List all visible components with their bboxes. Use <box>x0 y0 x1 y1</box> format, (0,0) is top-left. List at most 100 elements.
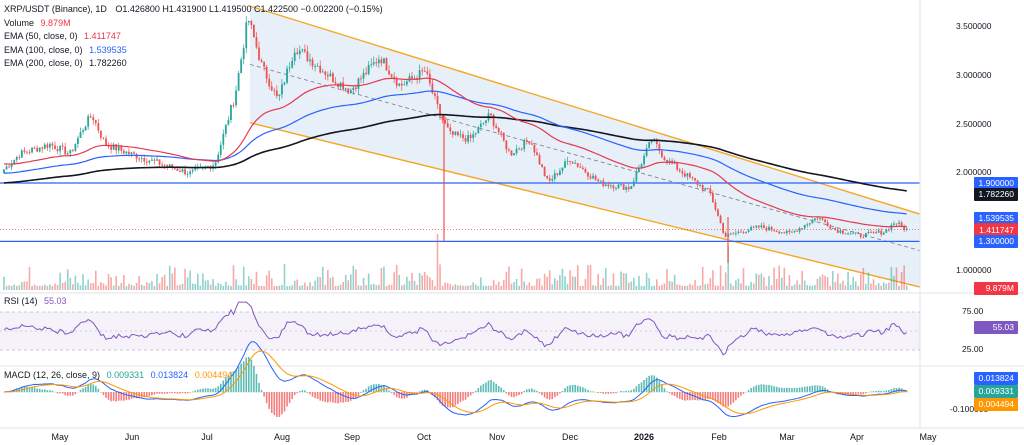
candle-body <box>566 160 569 162</box>
macd-histogram-bar <box>571 384 574 393</box>
macd-legend[interactable]: MACD (12, 26, close, 9) 0.009331 0.01382… <box>4 370 232 380</box>
macd-histogram-bar <box>421 390 423 393</box>
candle-body <box>699 185 702 186</box>
volume-bar <box>559 275 561 290</box>
macd-histogram-bar <box>110 392 112 402</box>
candle-body <box>607 184 610 187</box>
volume-bar <box>620 271 622 290</box>
volume-bar <box>372 283 375 290</box>
macd-histogram-bar <box>372 384 375 393</box>
price-tag[interactable]: 1.411747 <box>974 224 1018 237</box>
macd-histogram-bar <box>505 392 508 394</box>
candle-body <box>168 164 171 167</box>
macd-histogram-bar <box>564 388 566 393</box>
macd-histogram-bar <box>676 392 678 398</box>
candle-body <box>492 115 495 126</box>
candle-body <box>829 226 832 229</box>
price-tag[interactable]: 1.300000 <box>974 234 1018 248</box>
price-tag[interactable]: 1.900000 <box>974 176 1018 190</box>
macd-histogram-bar <box>120 392 123 401</box>
volume-bar <box>788 275 791 290</box>
macd-histogram-bar <box>370 385 372 393</box>
volume-bar <box>648 277 650 290</box>
macd-histogram-bar <box>464 392 467 400</box>
candle-body <box>500 132 503 133</box>
volume-bar <box>622 273 625 290</box>
volume-bar <box>296 279 299 290</box>
macd-histogram-bar <box>314 392 316 399</box>
candle-body <box>61 145 64 147</box>
rsi-legend[interactable]: RSI (14) 55.03 <box>4 296 67 306</box>
time-axis-label: May <box>51 432 69 442</box>
candle-body <box>319 65 322 73</box>
candle-body <box>135 154 138 159</box>
time-axis-label: Feb <box>711 432 727 442</box>
candle-body <box>377 59 380 64</box>
macd-histogram-bar <box>393 392 395 395</box>
candle-body <box>683 173 686 177</box>
candle-body <box>360 78 362 80</box>
price-tag[interactable]: 9.879M <box>974 281 1018 295</box>
macd-histogram-bar <box>441 392 444 406</box>
macd-histogram-bar <box>890 389 893 393</box>
candle-body <box>71 149 74 151</box>
time-axis-label: May <box>919 432 937 442</box>
price-tag[interactable]: 1.782260 <box>974 187 1018 201</box>
macd-histogram-bar <box>28 387 31 393</box>
macd-histogram-bar <box>133 392 135 399</box>
candle-body <box>219 144 222 155</box>
candle-body <box>632 181 635 187</box>
candle-body <box>722 223 724 233</box>
volume-bar <box>74 275 77 290</box>
candle-body <box>242 48 245 60</box>
candle-body <box>530 143 533 145</box>
macd-histogram-bar <box>321 392 324 402</box>
macd-histogram-bar <box>209 388 212 393</box>
candle-body <box>148 160 151 163</box>
legend-ema50-row[interactable]: EMA (50, close, 0) 1.411747 <box>4 30 383 44</box>
candle-body <box>431 83 434 94</box>
candle-body <box>732 233 735 235</box>
volume-bar <box>230 285 232 290</box>
macd-histogram-bar <box>737 392 740 398</box>
macd-value-tag[interactable]: 0.004494 <box>974 398 1018 411</box>
candle-body <box>770 226 773 231</box>
volume-bar <box>304 282 306 290</box>
candle-body <box>490 113 492 116</box>
candle-body <box>349 89 352 94</box>
candle-body <box>145 161 148 163</box>
rsi-value-tag[interactable]: 55.03 <box>974 320 1018 334</box>
candle-body <box>569 160 571 162</box>
macd-histogram-bar <box>59 392 61 394</box>
macd-histogram-bar <box>656 377 658 393</box>
volume-bar <box>306 285 309 290</box>
volume-bar <box>510 283 513 290</box>
macd-histogram-bar <box>630 390 633 393</box>
macd-histogram-bar <box>324 392 327 403</box>
price-tag[interactable]: 1.539535 <box>974 211 1018 225</box>
macd-histogram-bar <box>860 392 862 394</box>
macd-histogram-bar <box>485 382 487 393</box>
macd-value-tag[interactable]: 0.009331 <box>974 385 1018 398</box>
candle-body <box>184 169 186 175</box>
macd-histogram-bar <box>225 377 227 393</box>
macd-histogram-bar <box>615 392 617 394</box>
ema200-line <box>3 113 907 192</box>
volume-bar <box>202 273 204 290</box>
price-axis-label: 2.000000 <box>956 167 992 178</box>
candle-body <box>186 174 189 175</box>
symbol-label[interactable]: XRP/USDT (Binance), 1D <box>4 4 107 14</box>
legend-ema200-row[interactable]: EMA (200, close, 0) 1.782260 <box>4 57 383 71</box>
volume-bar <box>903 265 905 290</box>
legend-ema100-row[interactable]: EMA (100, close, 0) 1.539535 <box>4 44 383 58</box>
macd-value-tag[interactable]: 0.013824 <box>974 372 1018 385</box>
legend-volume-row[interactable]: Volume 9.879M <box>4 17 383 31</box>
volume-bar <box>584 278 587 290</box>
candle-body <box>240 59 243 74</box>
candle-body <box>156 159 158 161</box>
volume-bar <box>872 279 875 290</box>
volume-bar <box>900 272 903 290</box>
macd-histogram-bar <box>696 392 699 401</box>
